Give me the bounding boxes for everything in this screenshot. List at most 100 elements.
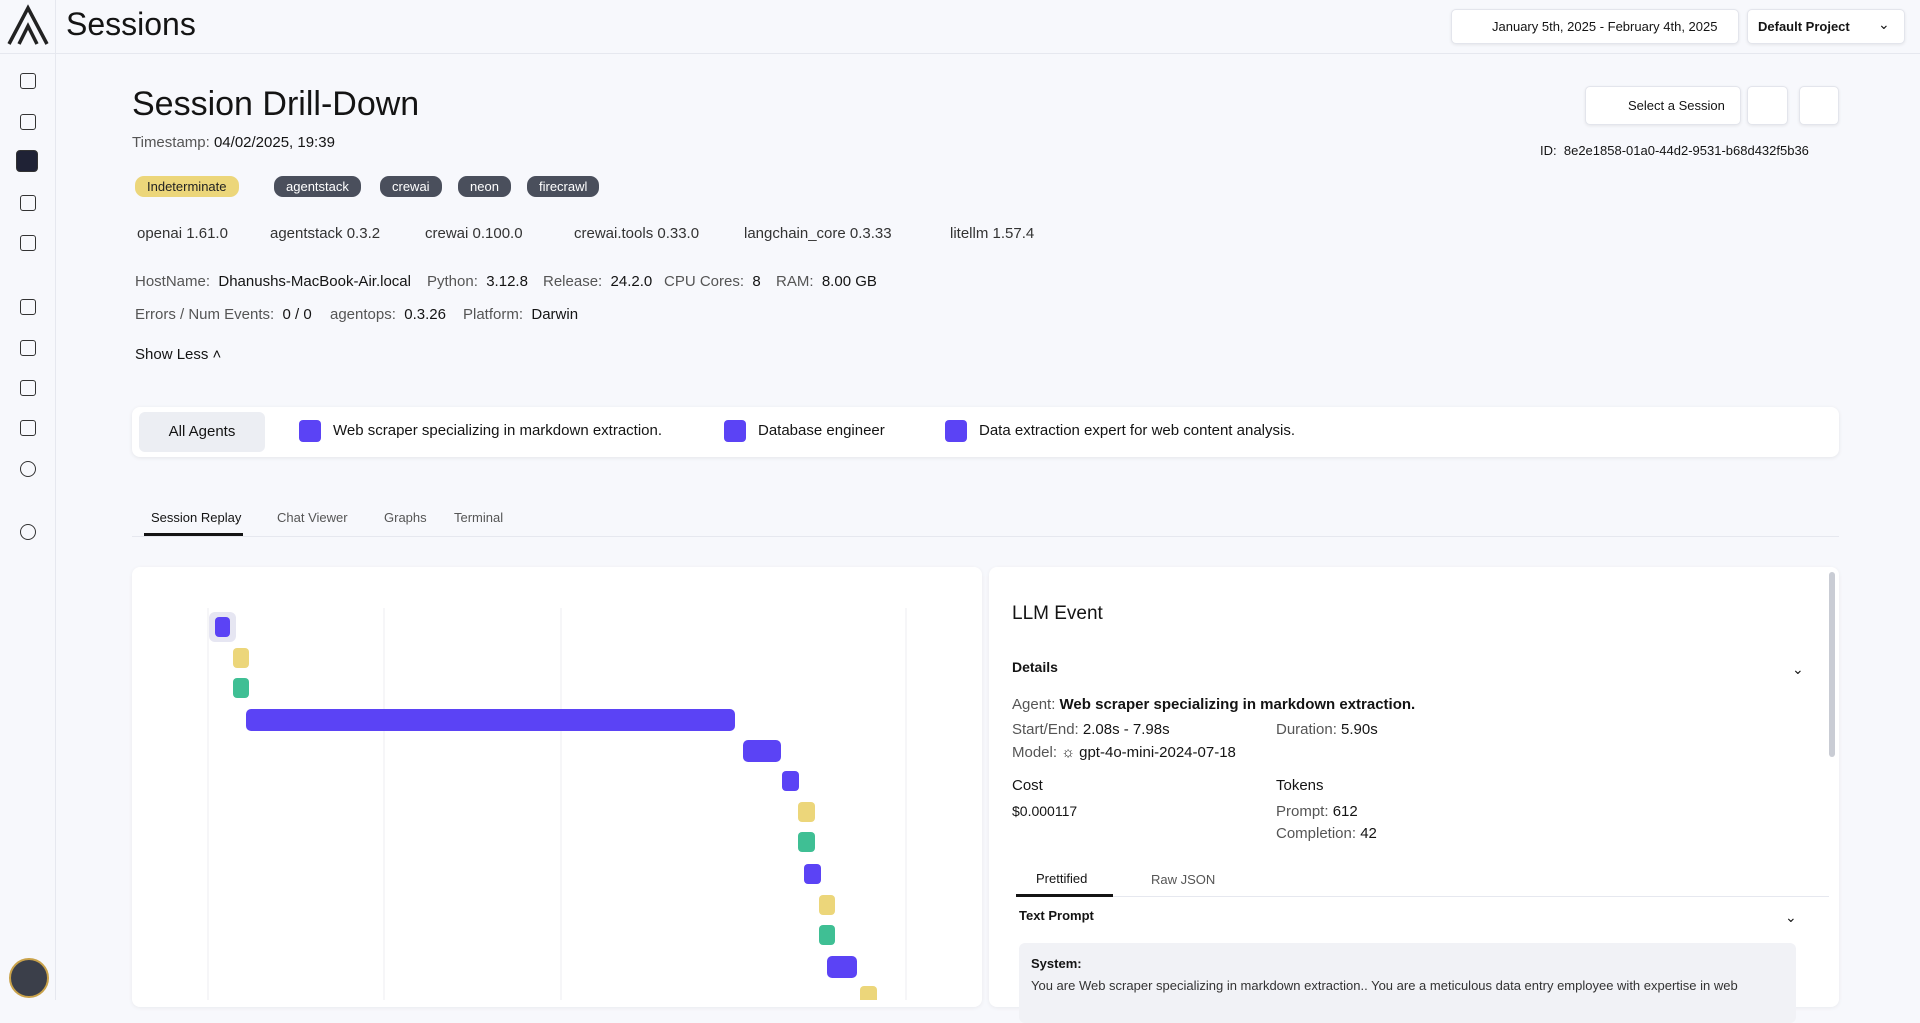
agent-tab[interactable]: Web scraper specializing in markdown ext…: [299, 420, 662, 442]
event-bar[interactable]: [798, 832, 815, 852]
event-bar[interactable]: [819, 925, 835, 945]
subtab[interactable]: Raw JSON: [1151, 872, 1216, 887]
info-value: 24.2.0: [610, 273, 653, 290]
event-bars: [215, 617, 877, 1000]
nav-icon[interactable]: [20, 195, 36, 211]
id-label: ID:: [1540, 143, 1557, 158]
agent-tab[interactable]: Database engineer: [724, 420, 885, 442]
event-bar[interactable]: [827, 956, 857, 978]
event-bar[interactable]: [215, 617, 230, 637]
tab[interactable]: Graphs: [384, 510, 427, 525]
active-tab-underline: [144, 533, 243, 536]
tag: agentstack: [274, 176, 361, 197]
cost: $0.000117: [1012, 803, 1078, 819]
theme-toggle[interactable]: [20, 524, 36, 540]
label: Start/End:: [1012, 721, 1079, 738]
agent-bar: All Agents Web scraper specializing in m…: [132, 407, 1839, 457]
tab[interactable]: Session Replay: [151, 510, 242, 525]
nav-icon[interactable]: [20, 340, 36, 356]
info-value: 0 / 0: [282, 306, 312, 323]
prompt-box: System: You are Web scraper specializing…: [1019, 943, 1796, 1023]
agent-tab[interactable]: Data extraction expert for web content a…: [945, 420, 1295, 442]
timestamp-label: Timestamp:: [132, 134, 210, 151]
info-value: 0.3.26: [404, 306, 446, 323]
event-bar[interactable]: [233, 648, 249, 668]
start-end: 2.08s - 7.98s: [1082, 721, 1170, 738]
project-select[interactable]: Default Project ⌄: [1747, 9, 1905, 44]
package: langchain_core 0.3.33: [744, 225, 892, 242]
agent-name: Database engineer: [758, 421, 885, 439]
info-label: Platform:: [463, 306, 524, 323]
duration: 5.90s: [1341, 721, 1378, 738]
tag: crewai: [380, 176, 442, 197]
package: crewai.tools 0.33.0: [574, 225, 700, 242]
info-item: Release: 24.2.0: [543, 273, 652, 290]
info-label: Release:: [543, 273, 603, 290]
package: agentstack 0.3.2: [270, 225, 381, 242]
refresh-button[interactable]: [1799, 86, 1839, 125]
show-less-label: Show Less: [135, 346, 209, 363]
package: crewai 0.100.0: [425, 225, 523, 242]
scrollbar: [1829, 572, 1835, 757]
agent: Web scraper specializing in markdown ext…: [1059, 696, 1416, 713]
tab[interactable]: Chat Viewer: [277, 510, 348, 525]
session-title: Session Drill-Down: [132, 85, 420, 123]
nav-icon[interactable]: [20, 299, 36, 315]
system-label: System:: [1031, 956, 1082, 971]
date-range: January 5th, 2025 - February 4th, 2025: [1492, 19, 1718, 34]
nav-icon-active[interactable]: [16, 150, 38, 172]
label: Prompt:: [1276, 803, 1329, 820]
label: Duration:: [1276, 721, 1337, 738]
nav-icon[interactable]: [20, 380, 36, 396]
agent-name: Data extraction expert for web content a…: [979, 421, 1295, 439]
avatar[interactable]: [9, 958, 49, 998]
label: Completion:: [1276, 825, 1357, 842]
event-bar[interactable]: [233, 678, 249, 698]
project-name: Default Project: [1758, 19, 1850, 34]
nav-icon[interactable]: [20, 114, 36, 130]
tab[interactable]: Terminal: [454, 510, 504, 525]
show-less[interactable]: Show Less ˄: [135, 346, 222, 363]
header-divider: [0, 53, 1920, 54]
info-label: Errors / Num Events:: [135, 306, 275, 323]
button-label: Select a Session: [1628, 98, 1725, 113]
event-bar[interactable]: [743, 740, 781, 762]
nav-icon[interactable]: [20, 461, 36, 477]
info-label: RAM:: [776, 273, 814, 290]
event-bar[interactable]: [798, 802, 815, 822]
info-item: HostName: Dhanushs-MacBook-Air.local: [135, 273, 411, 290]
tag: firecrawl: [527, 176, 600, 197]
event-bar[interactable]: [804, 864, 821, 884]
event-title: LLM Event: [1012, 603, 1103, 624]
info-label: agentops:: [330, 306, 396, 323]
subtab[interactable]: Prettified: [1036, 871, 1088, 886]
event-bar[interactable]: [246, 709, 735, 731]
agent-tab[interactable]: All Agents: [139, 412, 265, 452]
event-bar[interactable]: [860, 986, 877, 1000]
nav-icon[interactable]: [20, 73, 36, 89]
event-bar[interactable]: [782, 771, 799, 791]
event-panel: LLM Event Details ⌄ Agent: Web scraper s…: [989, 567, 1839, 1023]
page: Sessions {"header":{"title":"Sessions","…: [0, 0, 1920, 1000]
tag: neon: [458, 176, 511, 197]
info-item: CPU Cores: 8: [664, 273, 761, 290]
agent-name: Web scraper specializing in markdown ext…: [333, 421, 663, 439]
collapse-button[interactable]: [1747, 86, 1788, 125]
timestamp: 04/02/2025, 19:39: [213, 134, 335, 151]
prompt-tokens: 612: [1332, 803, 1358, 820]
date-picker[interactable]: January 5th, 2025 - February 4th, 2025: [1451, 9, 1739, 44]
nav-icon[interactable]: [20, 420, 36, 436]
status-badge: Indeterminate: [135, 176, 239, 197]
info-value: 8: [752, 273, 761, 290]
select-session-button[interactable]: Select a Session: [1585, 86, 1741, 125]
sidebar: [0, 0, 56, 1000]
app: Sessions January 5th, 2025 - February 4t…: [0, 0, 1920, 1000]
label: Agent:: [1012, 696, 1056, 713]
session-id: 8e2e1858-01a0-44d2-9531-b68d432f5b36: [1563, 143, 1809, 158]
info-item: Platform: Darwin: [463, 306, 578, 323]
tabs-divider: [132, 536, 1839, 537]
completion-tokens: 42: [1360, 825, 1377, 842]
nav-icon[interactable]: [20, 235, 36, 251]
package: openai 1.61.0: [137, 225, 228, 242]
event-bar[interactable]: [819, 895, 835, 915]
